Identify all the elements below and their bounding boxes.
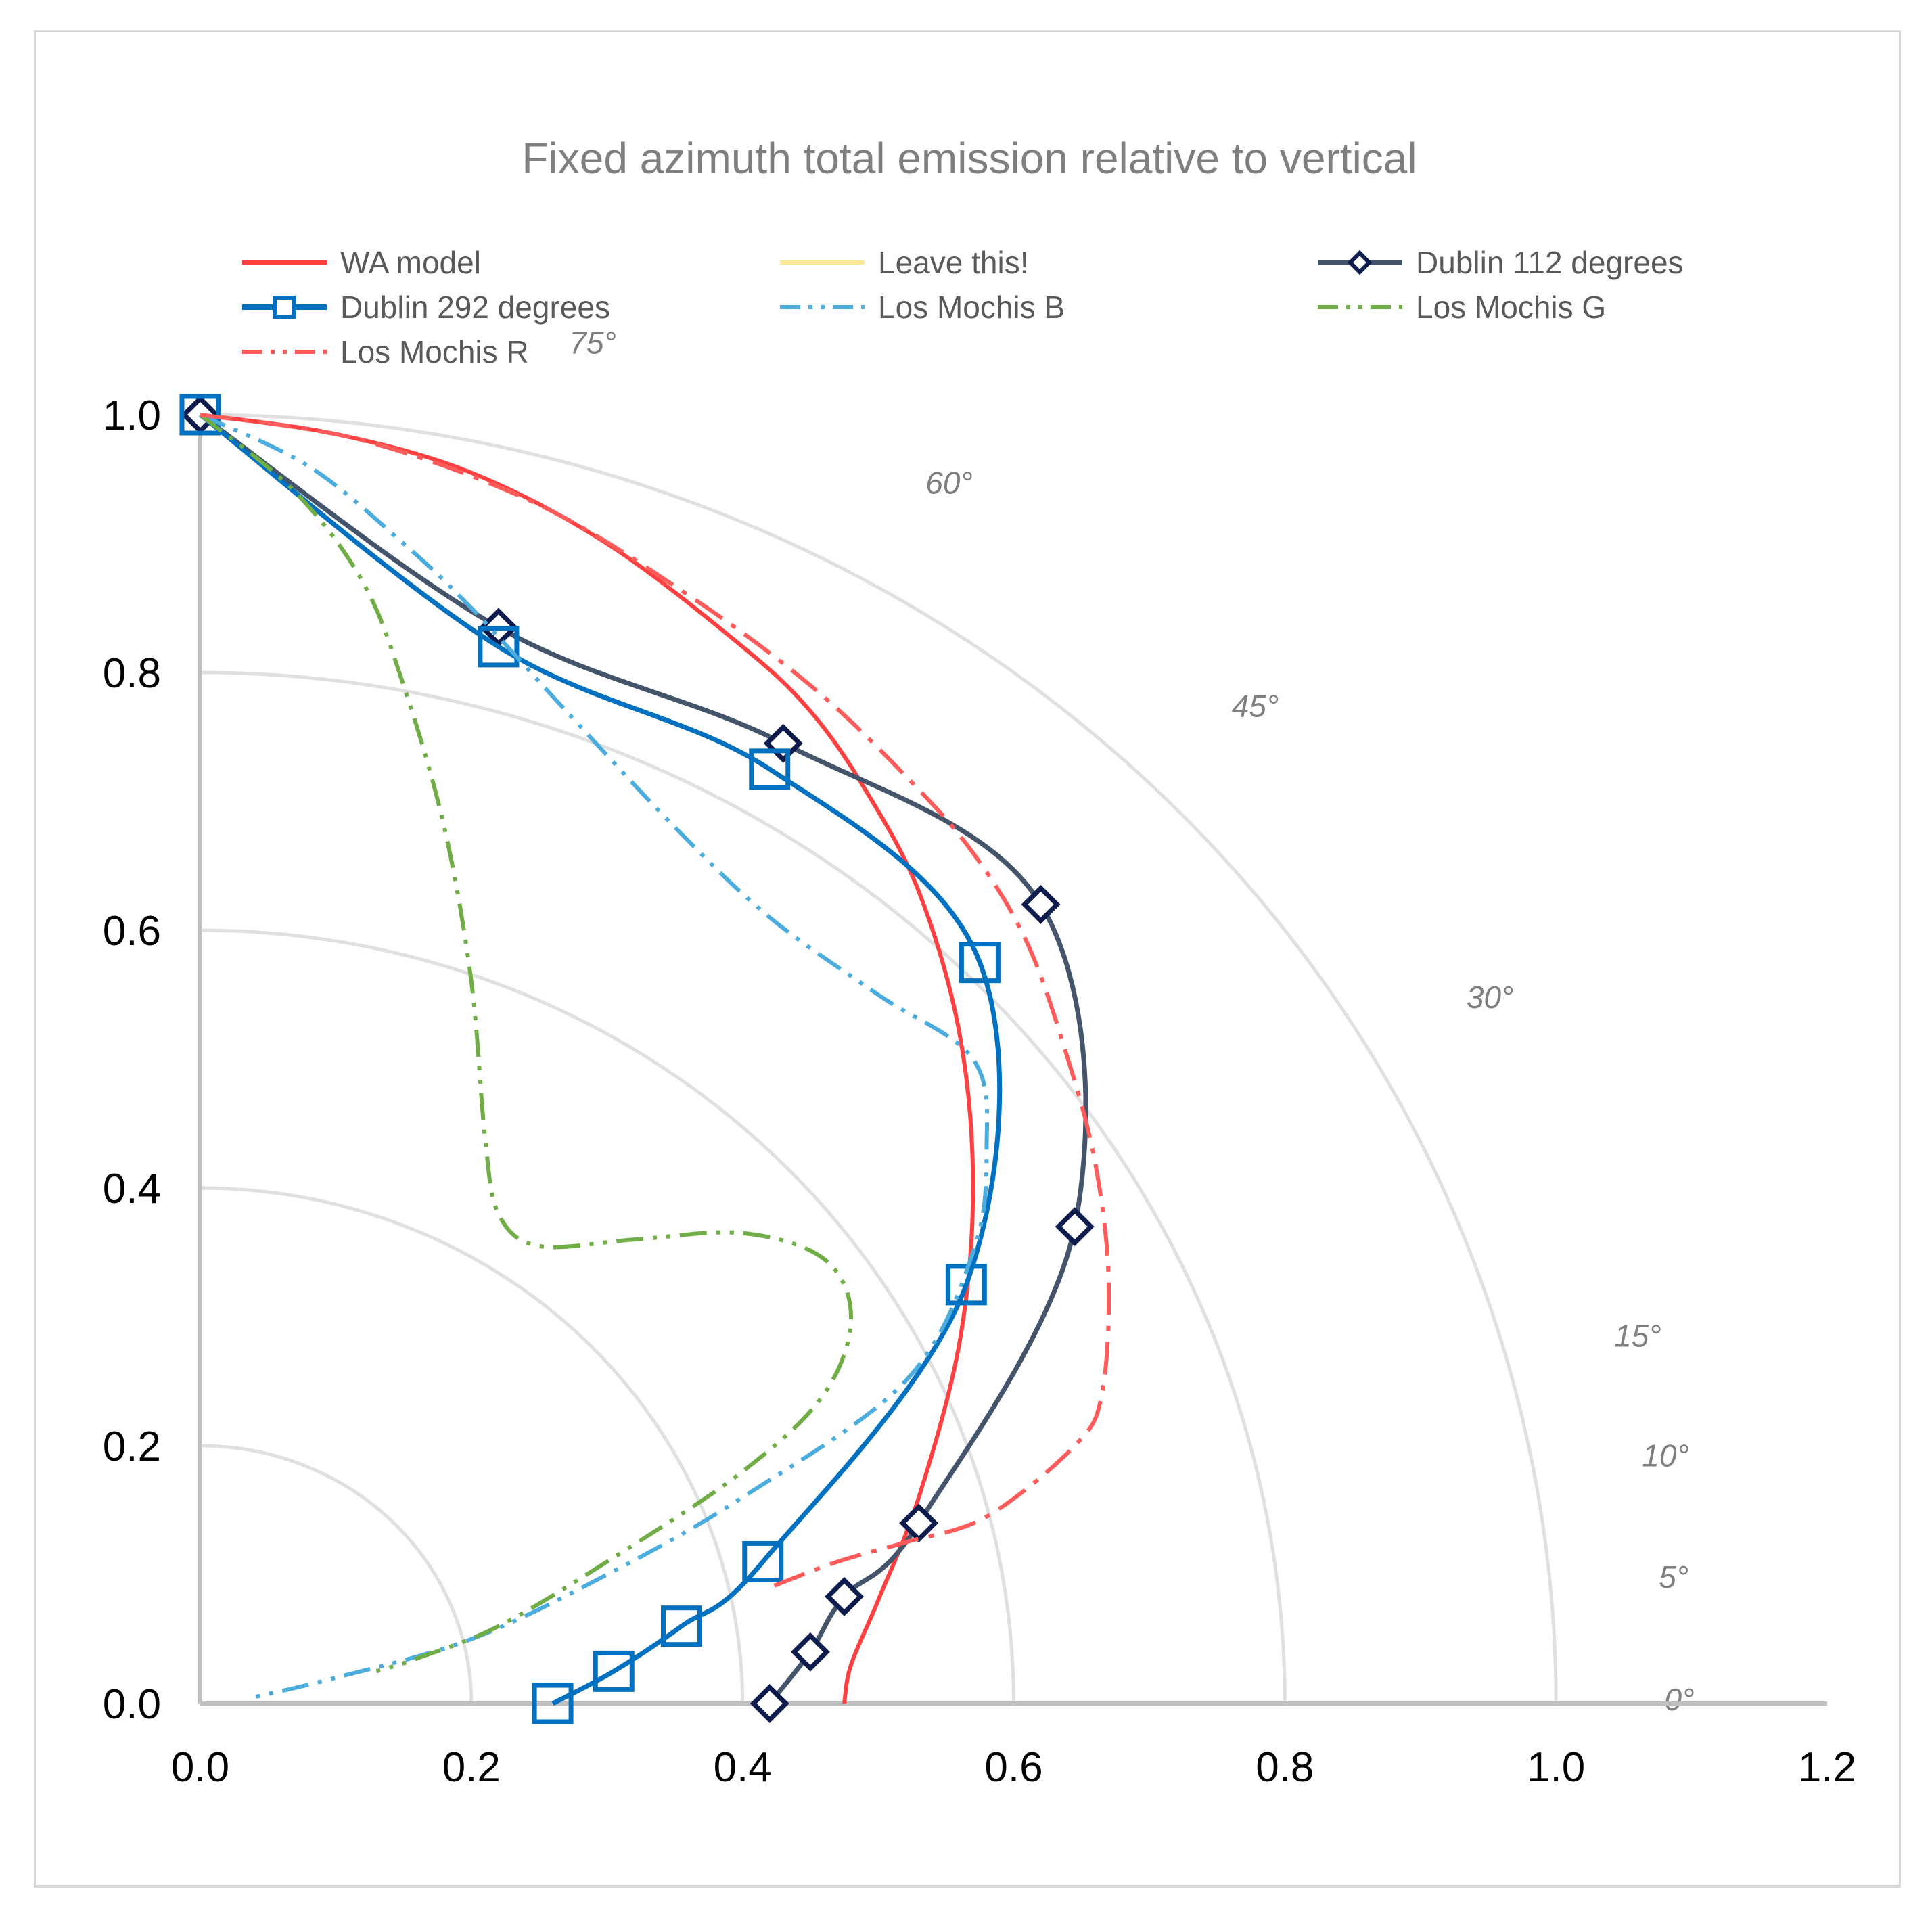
data-point-square — [660, 1605, 702, 1647]
series-line-wa-model — [200, 413, 975, 1704]
y-tick-label: 0.4 — [103, 1166, 161, 1212]
x-tick-label: 1.0 — [1527, 1744, 1585, 1791]
legend-item-wa-model: WA model — [242, 245, 481, 280]
y-tick-label: 0.2 — [103, 1423, 161, 1470]
data-point-square — [593, 1650, 635, 1692]
chart-svg: Fixed azimuth total emission relative to… — [103, 134, 1856, 1791]
grid-arc-1 — [200, 1186, 745, 1704]
angle-label: 60° — [925, 465, 973, 501]
polar-grid: 0° 5° 10° 15° 30° 45° 60° 75° — [200, 325, 1695, 1717]
x-tick-label: 1.2 — [1798, 1744, 1856, 1791]
legend-label: Los Mochis G — [1416, 290, 1606, 325]
legend-label: Leave this! — [878, 245, 1028, 280]
series-line-dublin-112-degrees — [198, 413, 1088, 1706]
legend-label: Dublin 112 degrees — [1416, 245, 1684, 280]
legend-item-leave-this: Leave this! — [780, 245, 1028, 280]
series-layer — [179, 394, 1111, 1724]
data-point-square — [532, 1683, 574, 1724]
legend-item-los-mochis-r: Los Mochis R — [242, 334, 529, 369]
data-point-diamond — [1055, 1207, 1095, 1247]
data-point-square — [742, 1540, 784, 1582]
data-point-square — [478, 626, 520, 668]
angle-label: 15° — [1614, 1319, 1661, 1354]
series-line-los-mochis-g — [199, 413, 853, 1674]
y-tick-label: 1.0 — [103, 392, 161, 439]
series-dublin-112-degrees — [181, 395, 1095, 1723]
legend-item-los-mochis-b: Los Mochis B — [780, 290, 1065, 325]
legend-item-dublin-112-degrees: Dublin 112 degrees — [1318, 245, 1684, 280]
legend-marker — [273, 296, 296, 319]
legend-label: WA model — [340, 245, 481, 280]
data-point-square — [179, 394, 221, 436]
series-dublin-292-degrees — [179, 394, 1003, 1724]
angle-label: 5° — [1659, 1559, 1688, 1595]
series-line-los-mochis-r — [200, 413, 1111, 1590]
grid-arc-2 — [200, 928, 1015, 1704]
x-tick-label: 0.4 — [714, 1744, 772, 1791]
angle-label: 45° — [1232, 689, 1279, 724]
angle-label: 75° — [569, 325, 616, 360]
series-los-mochis-r — [200, 413, 1111, 1590]
data-point-diamond — [763, 723, 803, 763]
series-line-dublin-292-degrees — [198, 413, 1003, 1706]
series-line-los-mochis-b — [199, 413, 990, 1699]
x-tick-label: 0.0 — [171, 1744, 229, 1791]
tick-labels: 0.0 0.2 0.4 0.6 0.8 1.0 1.2 0.0 0.2 0.4 0.6 0.8 1.0 — [103, 392, 1856, 1791]
x-tick-label: 0.6 — [984, 1744, 1042, 1791]
legend-item-los-mochis-g: Los Mochis G — [1318, 290, 1606, 325]
series-wa-model — [200, 413, 975, 1704]
data-point-diamond — [899, 1503, 939, 1543]
y-tick-label: 0.0 — [103, 1681, 161, 1728]
data-point-diamond — [825, 1576, 864, 1616]
angle-label: 30° — [1467, 980, 1514, 1015]
legend-label: Dublin 292 degrees — [340, 290, 610, 325]
x-tick-label: 0.2 — [442, 1744, 501, 1791]
legend-marker — [1347, 250, 1373, 275]
data-point-diamond — [750, 1684, 789, 1723]
y-tick-label: 0.6 — [103, 908, 161, 955]
chart-title: Fixed azimuth total emission relative to… — [522, 134, 1417, 183]
legend-label: Los Mochis R — [340, 334, 529, 369]
grid-arc-3 — [200, 670, 1287, 1704]
angle-label: 0° — [1665, 1682, 1695, 1717]
series-los-mochis-b — [199, 413, 990, 1699]
axes — [198, 401, 1827, 1706]
legend-label: Los Mochis B — [878, 290, 1065, 325]
x-tick-label: 0.8 — [1256, 1744, 1314, 1791]
legend-item-dublin-292-degrees: Dublin 292 degrees — [242, 290, 610, 325]
data-point-square — [749, 748, 791, 790]
chart-frame: Fixed azimuth total emission relative to… — [34, 30, 1901, 1888]
data-point-square — [959, 942, 1001, 984]
y-tick-label: 0.8 — [103, 650, 161, 697]
grid-arc-4 — [200, 413, 1558, 1704]
angle-label: 10° — [1642, 1438, 1689, 1473]
data-point-diamond — [1021, 884, 1061, 924]
legend: WA model Leave this! Dublin 112 degrees Dub… — [242, 245, 1684, 369]
data-point-diamond — [790, 1632, 830, 1672]
series-los-mochis-g — [199, 413, 853, 1674]
grid-arc-0 — [200, 1444, 474, 1704]
